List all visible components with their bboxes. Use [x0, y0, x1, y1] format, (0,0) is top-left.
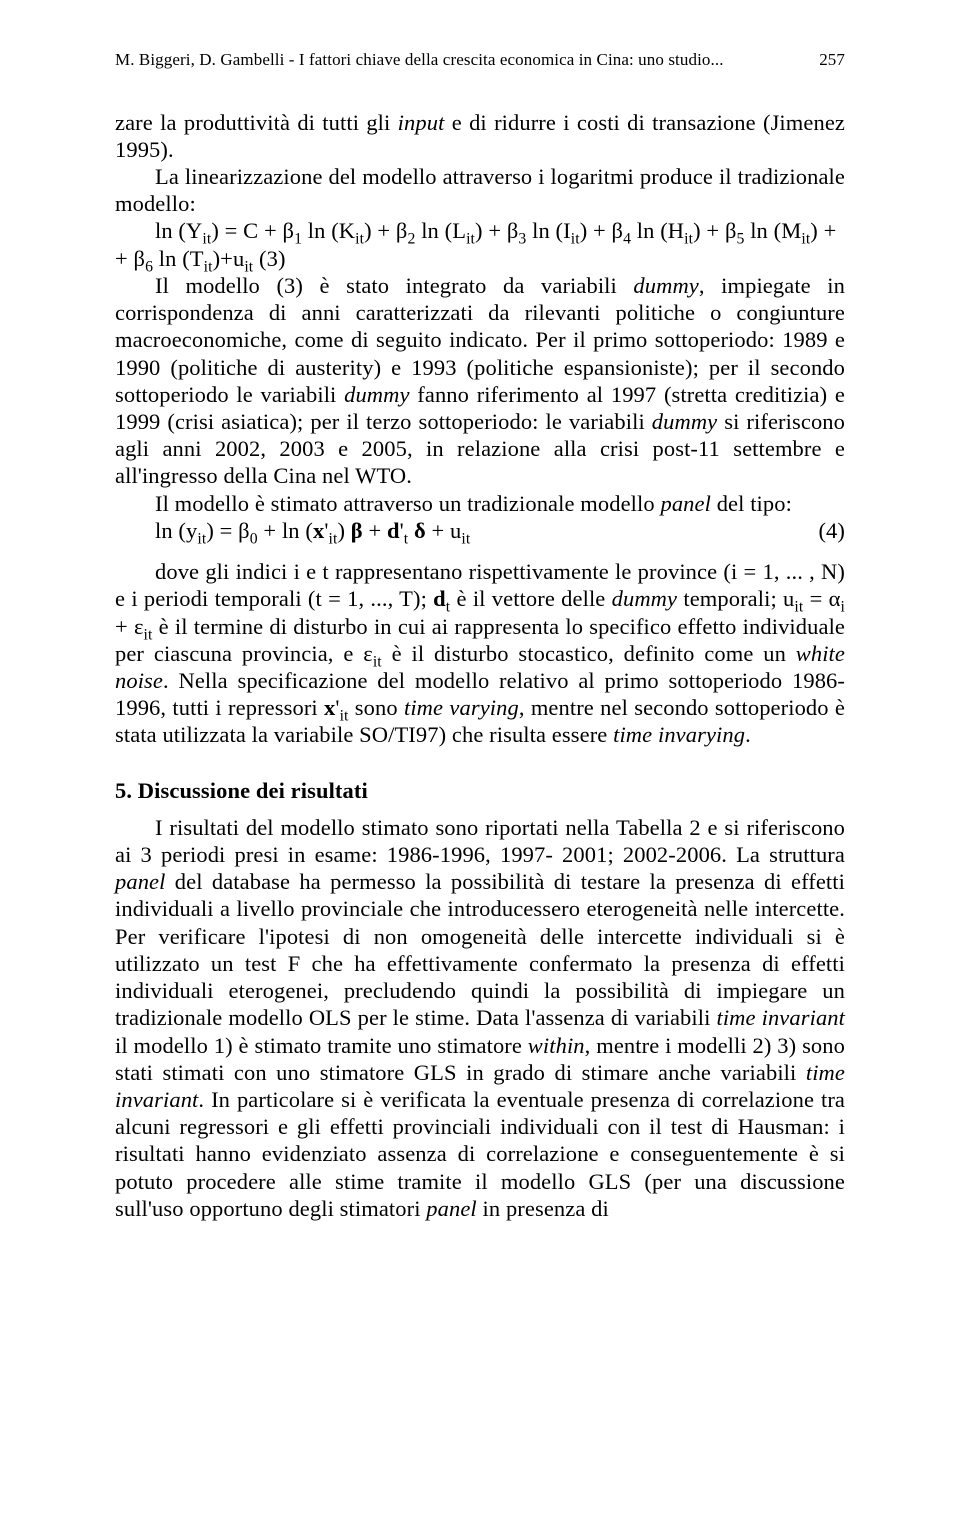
paragraph: dove gli indici i e t rappresentano risp… [115, 558, 845, 749]
italic-text: input [398, 110, 445, 135]
eq-text: ln (K [302, 218, 355, 243]
subscript: it [571, 231, 580, 248]
equation-3-line-1: ln (Yit) = C + β1 ln (Kit) + β2 ln (Lit)… [115, 217, 845, 244]
paragraph: Il modello è stimato attraverso un tradi… [115, 490, 845, 517]
equation-number: (4) [778, 517, 845, 544]
eq-text: )+u [213, 246, 245, 271]
text: sono [349, 695, 404, 720]
running-title: M. Biggeri, D. Gambelli - I fattori chia… [115, 50, 724, 71]
eq-text: ) = β [206, 518, 249, 543]
text: in presenza di [477, 1196, 609, 1221]
subscript: 1 [294, 231, 302, 248]
text: La linearizzazione del modello attravers… [115, 164, 845, 216]
subscript: 4 [623, 231, 631, 248]
eq-text: ln (Y [155, 218, 202, 243]
italic-text: time invariant [716, 1005, 845, 1030]
eq-text: + [363, 518, 387, 543]
eq-text: ) + [810, 218, 836, 243]
italic-text: dummy [633, 273, 698, 298]
text: + ε [115, 614, 144, 639]
eq-text: + ln ( [258, 518, 313, 543]
eq-text: ln (I [526, 218, 570, 243]
italic-text: panel [426, 1196, 477, 1221]
italic-text: time varying [404, 695, 519, 720]
eq-text: ln (H [631, 218, 684, 243]
eq-text: + u [426, 518, 462, 543]
text: I risultati del modello stimato sono rip… [115, 815, 845, 867]
italic-text: dummy [344, 382, 409, 407]
equation-4: ln (yit) = β0 + ln (x'it) β + d't δ + ui… [115, 517, 845, 544]
eq-text: ) = C + β [211, 218, 294, 243]
bold-var: β [351, 518, 363, 543]
eq-text: ) + β [693, 218, 736, 243]
paragraph-continuation: zare la produttività di tutti gli input … [115, 109, 845, 163]
italic-text: dummy [612, 586, 677, 611]
running-head: M. Biggeri, D. Gambelli - I fattori chia… [115, 50, 845, 71]
italic-text: panel [115, 869, 166, 894]
eq-text: ln (y [155, 518, 197, 543]
equation-number: (3) [259, 246, 286, 271]
subscript: it [355, 231, 364, 248]
text: . [745, 722, 751, 747]
page: M. Biggeri, D. Gambelli - I fattori chia… [0, 0, 960, 1540]
subscript: 0 [250, 530, 258, 547]
page-number: 257 [819, 50, 845, 71]
text: Il modello è stimato attraverso un tradi… [155, 491, 660, 516]
eq-text: ) + β [364, 218, 407, 243]
text: = α [803, 586, 840, 611]
eq-text: ln (L [415, 218, 466, 243]
equation-3-line-2: + β6 ln (Tit)+uit (3) [115, 245, 845, 272]
text: zare la produttività di tutti gli [115, 110, 398, 135]
italic-text: dummy [652, 409, 717, 434]
eq-text: + β [115, 246, 145, 271]
italic-text: time invarying [613, 722, 745, 747]
text: il modello 1) è stimato tramite uno stim… [115, 1033, 528, 1058]
subscript: it [461, 530, 470, 547]
bold-var: x [313, 518, 324, 543]
text: del tipo: [711, 491, 792, 516]
eq-text: ) + β [580, 218, 623, 243]
italic-text: within [528, 1033, 585, 1058]
eq-text: ) [337, 518, 350, 543]
subscript: it [684, 231, 693, 248]
eq-text: ln (M [744, 218, 801, 243]
bold-var: d [387, 518, 400, 543]
text: è il vettore delle [450, 586, 611, 611]
paragraph: La linearizzazione del modello attravers… [115, 163, 845, 217]
section-heading: 5. Discussione dei risultati [115, 777, 845, 804]
text: Il modello (3) è stato integrato da vari… [155, 273, 633, 298]
paragraph: I risultati del modello stimato sono rip… [115, 814, 845, 1222]
italic-text: panel [660, 491, 711, 516]
text: è il disturbo stocastico, definito come … [382, 641, 796, 666]
subscript: it [466, 231, 475, 248]
text: temporali; u [677, 586, 794, 611]
bold-var: δ [408, 518, 426, 543]
eq-text: ) + β [475, 218, 518, 243]
subscript: it [801, 231, 810, 248]
bold-var: d [433, 586, 446, 611]
bold-var: x [324, 695, 335, 720]
subscript: 6 [145, 258, 153, 275]
subscript: it [197, 530, 206, 547]
eq-text: ln (T [153, 246, 204, 271]
paragraph: Il modello (3) è stato integrato da vari… [115, 272, 845, 490]
spacer [115, 544, 845, 558]
